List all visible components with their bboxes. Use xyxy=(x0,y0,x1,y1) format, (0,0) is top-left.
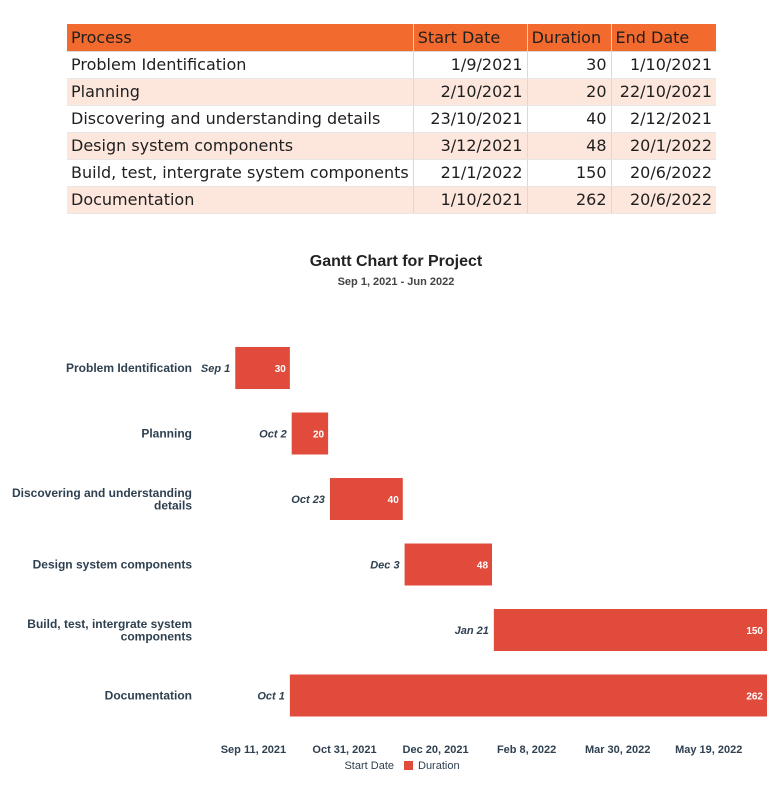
start-date-label: Dec 3 xyxy=(370,560,399,572)
chart-subtitle: Sep 1, 2021 - Jun 2022 xyxy=(338,276,455,288)
legend-swatch-duration xyxy=(404,761,413,770)
table-row: Problem Identification 1/9/2021 30 1/10/… xyxy=(67,51,716,79)
duration-label: 30 xyxy=(275,364,287,375)
cell-process: Planning xyxy=(67,78,414,106)
x-tick-label: Oct 31, 2021 xyxy=(312,744,376,756)
category-label: Discovering and understanding xyxy=(12,486,192,500)
cell-start-date: 23/10/2021 xyxy=(413,105,528,133)
gantt-chart: Gantt Chart for Project Sep 1, 2021 - Ju… xyxy=(12,253,767,772)
category-label: components xyxy=(121,629,193,643)
x-tick-label: Mar 30, 2022 xyxy=(585,744,650,756)
category-label: Documentation xyxy=(105,689,192,703)
header-end-date: End Date xyxy=(611,24,716,52)
cell-process: Documentation xyxy=(67,186,414,214)
cell-end-date: 20/6/2022 xyxy=(611,186,716,214)
cell-duration: 150 xyxy=(527,159,612,187)
table-row: Documentation 1/10/2021 262 20/6/2022 xyxy=(67,186,716,214)
category-label: details xyxy=(154,498,192,512)
duration-label: 262 xyxy=(746,692,763,703)
x-tick-label: Feb 8, 2022 xyxy=(497,744,556,756)
x-tick-label: Dec 20, 2021 xyxy=(403,744,469,756)
process-table: Process Start Date Duration End Date Pro… xyxy=(67,24,716,214)
header-process: Process xyxy=(67,24,414,52)
cell-start-date: 21/1/2022 xyxy=(413,159,528,187)
category-label: Design system components xyxy=(33,558,193,572)
cell-end-date: 1/10/2021 xyxy=(611,51,716,79)
duration-label: 20 xyxy=(313,430,325,441)
start-date-label: Oct 1 xyxy=(257,691,285,703)
cell-end-date: 20/1/2022 xyxy=(611,132,716,160)
cell-duration: 48 xyxy=(527,132,612,160)
category-label: Build, test, intergrate system xyxy=(27,617,192,631)
table-row: Design system components 3/12/2021 48 20… xyxy=(67,132,716,160)
x-tick-label: Sep 11, 2021 xyxy=(221,744,286,756)
header-start-date: Start Date xyxy=(413,24,528,52)
table-row: Build, test, intergrate system component… xyxy=(67,159,716,187)
gantt-bar xyxy=(404,543,493,586)
duration-label: 40 xyxy=(388,495,400,506)
duration-label: 150 xyxy=(746,626,763,637)
cell-duration: 20 xyxy=(527,78,612,106)
cell-duration: 30 xyxy=(527,51,612,79)
cell-start-date: 1/10/2021 xyxy=(413,186,528,214)
start-date-label: Jan 21 xyxy=(455,625,489,637)
start-date-label: Sep 1 xyxy=(201,363,230,375)
cell-duration: 262 xyxy=(527,186,612,214)
chart-title: Gantt Chart for Project xyxy=(310,253,483,270)
duration-label: 48 xyxy=(477,561,489,572)
gantt-bar xyxy=(291,412,329,455)
cell-start-date: 3/12/2021 xyxy=(413,132,528,160)
gantt-bar xyxy=(493,609,767,651)
process-table-container: Process Start Date Duration End Date Pro… xyxy=(67,24,716,214)
cell-duration: 40 xyxy=(527,105,612,133)
start-date-label: Oct 2 xyxy=(259,429,287,441)
x-tick-label: May 19, 2022 xyxy=(675,744,742,756)
table-row: Discovering and understanding details 23… xyxy=(67,105,716,133)
category-label: Planning xyxy=(141,427,192,441)
cell-start-date: 2/10/2021 xyxy=(413,78,528,106)
cell-start-date: 1/9/2021 xyxy=(413,51,528,79)
gantt-bar xyxy=(289,674,767,717)
cell-process: Build, test, intergrate system component… xyxy=(67,159,414,187)
table-header-row: Process Start Date Duration End Date xyxy=(67,24,716,52)
cell-end-date: 20/6/2022 xyxy=(611,159,716,187)
header-duration: Duration xyxy=(527,24,612,52)
cell-end-date: 2/12/2021 xyxy=(611,105,716,133)
chart-plot-area: 30 Sep 1 Problem Identification 20 Oct 2 Plan… xyxy=(12,347,767,772)
legend-duration: Duration xyxy=(418,760,460,772)
cell-end-date: 22/10/2021 xyxy=(611,78,716,106)
cell-process: Discovering and understanding details xyxy=(67,105,414,133)
legend-start-date: Start Date xyxy=(344,760,394,772)
category-label: Problem Identification xyxy=(66,361,192,375)
gantt-bar xyxy=(329,478,403,520)
cell-process: Problem Identification xyxy=(67,51,414,79)
start-date-label: Oct 23 xyxy=(291,494,325,506)
cell-process: Design system components xyxy=(67,132,414,160)
gantt-bar xyxy=(235,347,290,389)
table-row: Planning 2/10/2021 20 22/10/2021 xyxy=(67,78,716,106)
